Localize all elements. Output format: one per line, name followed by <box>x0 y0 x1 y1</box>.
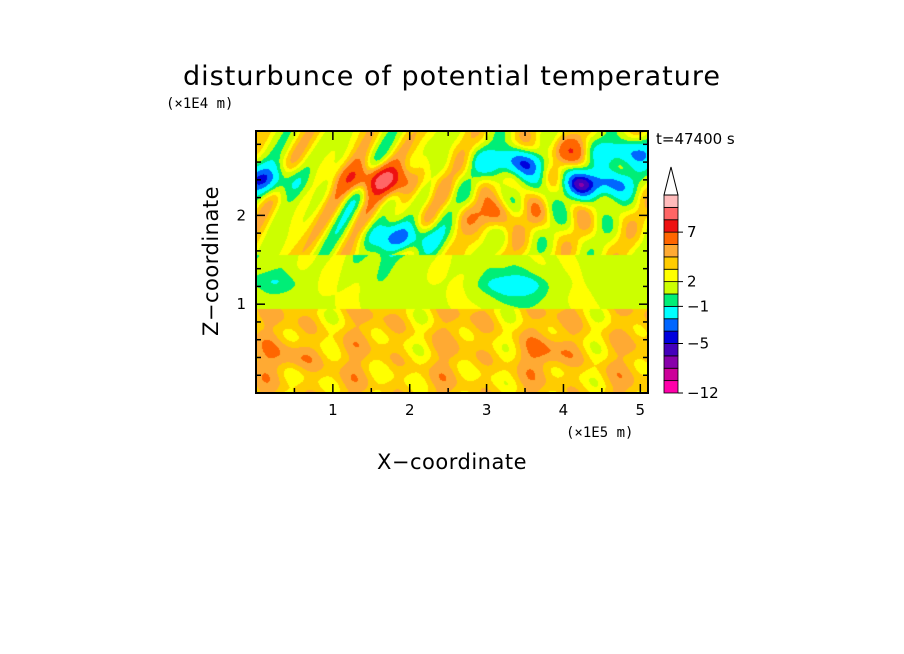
colorbar-segment <box>663 231 679 245</box>
x-tick-label: 1 <box>328 401 338 419</box>
colorbar-segment <box>663 343 679 357</box>
colorbar-segment <box>663 206 679 221</box>
colorbar-label: −12 <box>687 384 719 402</box>
x-tick-label: 3 <box>482 401 492 419</box>
colorbar-segment <box>663 194 679 208</box>
x-tick-label: 2 <box>405 401 415 419</box>
x-ticks: 1 2 3 4 5 <box>293 131 646 419</box>
colorbar: 7 2 −1 −5 −12 <box>663 166 719 402</box>
y-axis-unit: (×1E4 m) <box>166 96 233 112</box>
x-axis-unit: (×1E5 m) <box>566 425 633 441</box>
colorbar-segment <box>663 330 679 344</box>
colorbar-segment <box>663 318 679 332</box>
colorbar-segment <box>663 305 679 320</box>
colorbar-segment <box>663 380 679 394</box>
colorbar-segment <box>663 256 679 270</box>
colorbar-segment <box>663 281 679 295</box>
colorbar-segment <box>663 268 679 283</box>
x-axis-label: X−coordinate <box>377 450 527 474</box>
colorbar-segment <box>663 244 679 258</box>
contour-field <box>256 131 648 393</box>
colorbar-segment <box>663 219 679 233</box>
y-tick-label: 1 <box>236 295 246 313</box>
colorbar-extend-arrow <box>663 166 679 196</box>
plot-frame <box>255 130 649 394</box>
x-tick-label: 5 <box>636 401 646 419</box>
colorbar-segment <box>663 293 679 307</box>
y-axis-label: Z−coordinate <box>199 186 223 336</box>
colorbar-label: 2 <box>687 273 697 291</box>
colorbar-label: −5 <box>687 335 709 353</box>
y-tick-label: 2 <box>236 206 246 224</box>
colorbar-label: 7 <box>687 223 697 241</box>
colorbar-segment <box>663 367 679 382</box>
colorbar-label: −1 <box>687 297 709 315</box>
time-label: t=47400 s <box>656 130 735 148</box>
chart-title: disturbunce of potential temperature <box>183 61 721 92</box>
plot-area <box>256 131 648 393</box>
y-ticks: 12 <box>236 143 648 376</box>
colorbar-segment <box>663 355 679 369</box>
x-tick-label: 4 <box>559 401 569 419</box>
